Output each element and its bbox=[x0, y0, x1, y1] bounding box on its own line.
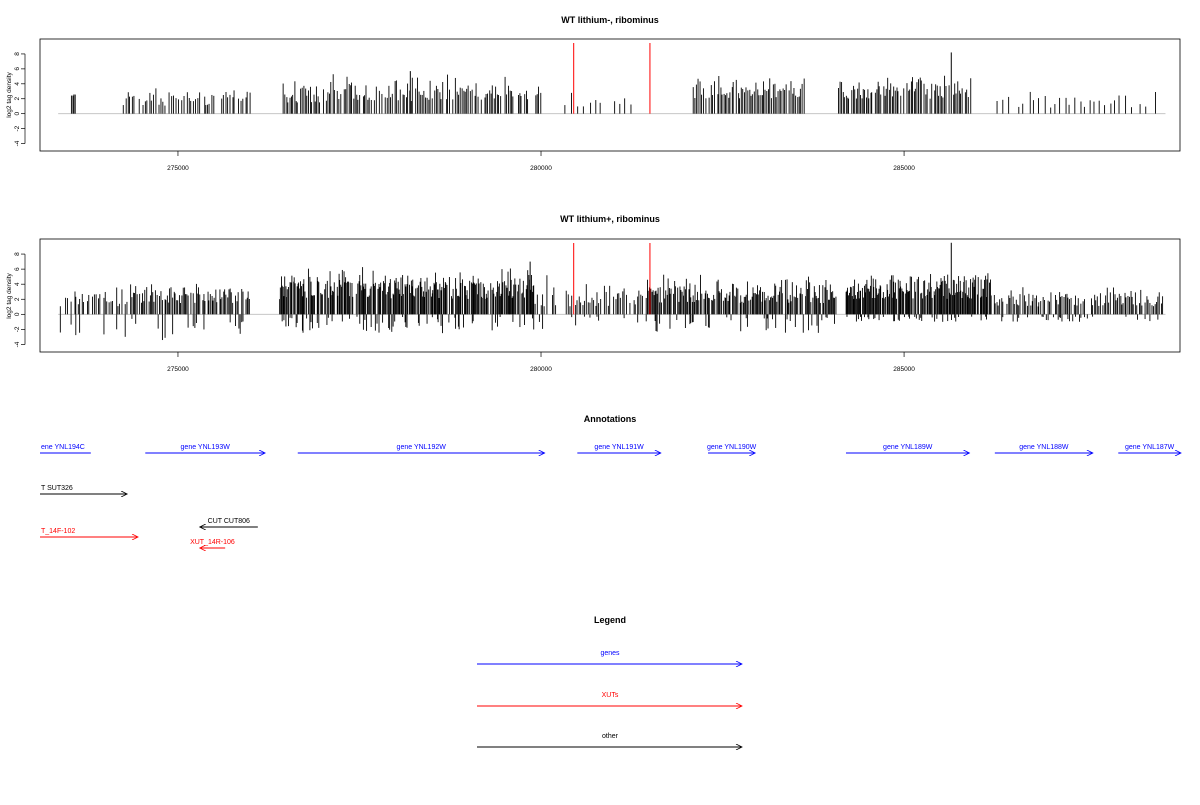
plot-frame bbox=[39, 238, 1181, 353]
x-tick-label: 275000 bbox=[167, 165, 189, 172]
feature-label: T SUT326 bbox=[41, 485, 73, 492]
x-tick-label: 280000 bbox=[530, 165, 552, 172]
feature-label: gene YNL187W bbox=[1125, 444, 1175, 451]
y-tick-label: -4 bbox=[14, 140, 21, 146]
feature-label: gene YNL189W bbox=[883, 444, 933, 451]
feature-label: gene YNL192W bbox=[397, 444, 447, 451]
y-tick-label: 2 bbox=[14, 97, 21, 101]
legend-items: genes XUTs other bbox=[477, 650, 742, 747]
y-axis-label: log2 tag density bbox=[6, 272, 13, 318]
legend-title: Legend bbox=[594, 615, 626, 625]
signal-bars bbox=[58, 52, 1166, 115]
x-tick-label: 275000 bbox=[167, 366, 189, 373]
x-tick-label: 285000 bbox=[893, 165, 915, 172]
track-panel-lithium-plus: WT lithium+, ribominus log2 tag density … bbox=[6, 214, 1181, 373]
feature-label: ene YNL194C bbox=[41, 444, 85, 451]
y-tick-label: 4 bbox=[14, 282, 21, 286]
marker-lines bbox=[573, 243, 651, 315]
track-panel-lithium-minus: WT lithium-, ribominus log2 tag density … bbox=[6, 15, 1181, 172]
feature-label: gene YNL191W bbox=[594, 444, 644, 451]
y-tick-label: 0 bbox=[14, 312, 21, 316]
x-axis: 275000 280000 285000 bbox=[167, 352, 915, 373]
y-tick-label: 8 bbox=[14, 52, 21, 56]
legend-label: genes bbox=[600, 650, 620, 657]
panel-title: WT lithium-, ribominus bbox=[561, 15, 659, 25]
y-tick-label: -2 bbox=[14, 326, 21, 332]
plot-frame bbox=[39, 38, 1181, 152]
annotations-panel: Annotations ene YNL194C gene YNL193W gene … bbox=[40, 414, 1181, 548]
x-axis: 275000 280000 285000 bbox=[167, 151, 915, 172]
feature-label: XUT_14R-106 bbox=[190, 539, 235, 546]
feature-label: gene YNL190W bbox=[707, 444, 757, 451]
x-tick-label: 285000 bbox=[893, 366, 915, 373]
feature-label: gene YNL188W bbox=[1019, 444, 1069, 451]
y-tick-label: 8 bbox=[14, 252, 21, 256]
legend-label: other bbox=[602, 733, 619, 740]
y-tick-label: 2 bbox=[14, 297, 21, 301]
marker-lines bbox=[573, 43, 651, 114]
annotations-title: Annotations bbox=[584, 414, 637, 424]
feature-label: T_14F-102 bbox=[41, 528, 75, 535]
y-axis-label: log2 tag density bbox=[6, 71, 13, 117]
y-tick-label: 6 bbox=[14, 67, 21, 71]
signal-bars bbox=[58, 242, 1166, 341]
feature-label: CUT CUT806 bbox=[208, 518, 250, 525]
y-axis: -4 -2 0 2 4 6 8 bbox=[14, 252, 26, 347]
y-axis: -4 -2 0 2 4 6 8 bbox=[14, 52, 26, 146]
feature-label: gene YNL193W bbox=[181, 444, 231, 451]
x-tick-label: 280000 bbox=[530, 366, 552, 373]
legend-label: XUTs bbox=[602, 692, 619, 699]
y-tick-label: -4 bbox=[14, 341, 21, 347]
y-tick-label: 0 bbox=[14, 111, 21, 115]
y-tick-label: -2 bbox=[14, 125, 21, 131]
panel-title: WT lithium+, ribominus bbox=[560, 214, 660, 224]
y-tick-label: 6 bbox=[14, 267, 21, 271]
legend: Legend genes XUTs other bbox=[477, 615, 742, 747]
feature-track: ene YNL194C gene YNL193W gene YNL192W gene … bbox=[40, 444, 1181, 548]
y-tick-label: 4 bbox=[14, 82, 21, 86]
